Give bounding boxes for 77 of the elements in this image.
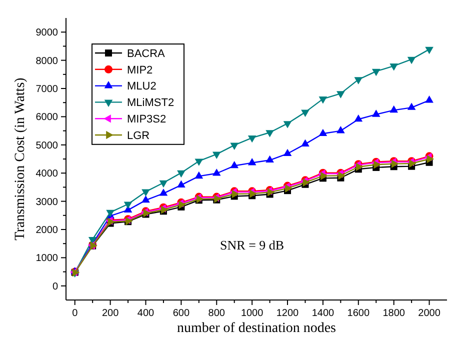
point	[159, 180, 168, 188]
x-tick-label: 400	[137, 308, 155, 319]
point	[142, 189, 150, 197]
point	[232, 190, 240, 198]
y-tick-label: 2000	[36, 225, 58, 236]
point	[301, 139, 310, 146]
point	[159, 188, 168, 196]
point	[302, 178, 310, 187]
y-axis-title: Transmission Cost (in Watts)	[13, 77, 28, 240]
point	[356, 162, 364, 172]
point	[372, 110, 380, 117]
point	[266, 130, 274, 138]
x-tick-label: 1600	[347, 308, 370, 319]
point	[426, 154, 434, 164]
point	[230, 142, 239, 150]
point	[336, 126, 345, 134]
point	[318, 96, 328, 104]
point	[177, 180, 186, 188]
point	[338, 171, 346, 180]
point	[318, 128, 328, 136]
point	[124, 202, 132, 209]
y-tick-label: 4000	[36, 168, 58, 180]
legend-label: MLU2	[127, 80, 156, 93]
point	[230, 160, 239, 168]
point	[425, 46, 434, 54]
point	[248, 158, 256, 166]
point	[409, 159, 416, 168]
legend-label: MIP2	[127, 64, 153, 76]
point	[301, 110, 310, 117]
point	[390, 64, 398, 71]
point	[354, 114, 363, 122]
point	[407, 56, 416, 64]
y-tick-label: 5000	[36, 140, 58, 152]
y-tick-label: 1000	[36, 253, 58, 264]
y-tick-label: 9000	[36, 28, 58, 39]
point	[283, 121, 292, 128]
x-tick-label: 1400	[312, 308, 335, 319]
x-tick-label: 600	[172, 308, 190, 319]
legend-label: MLiMST2	[127, 97, 174, 110]
y-tick-label: 6000	[36, 112, 58, 124]
point	[266, 155, 274, 163]
point	[194, 171, 204, 179]
point	[194, 158, 204, 166]
y-tick-label: 3000	[36, 196, 58, 208]
point	[390, 105, 398, 113]
x-tick-label: 800	[208, 308, 226, 319]
point	[391, 160, 399, 168]
x-tick-label: 2000	[418, 308, 441, 319]
legend-label: BACRA	[127, 48, 166, 60]
point	[407, 102, 416, 110]
point	[283, 148, 292, 156]
x-tick-label: 0	[72, 308, 78, 319]
point	[212, 152, 221, 160]
y-tick-label: 0	[52, 281, 58, 292]
x-tick-label: 200	[102, 308, 120, 319]
point	[250, 190, 257, 198]
point	[142, 195, 150, 203]
point	[372, 68, 380, 76]
y-tick-label: 7000	[36, 84, 58, 95]
x-tick-label: 1800	[382, 308, 406, 319]
x-axis-title: number of destination nodes	[176, 321, 336, 336]
point	[177, 170, 186, 178]
x-tick-label: 1200	[276, 308, 300, 319]
legend-label: LGR	[127, 130, 150, 142]
annotation: SNR = 9 dB	[220, 238, 284, 253]
x-tick-label: 1000	[240, 308, 264, 319]
legend-label: MIP3S2	[127, 113, 166, 126]
point	[425, 96, 434, 103]
point	[248, 135, 256, 143]
point	[336, 91, 345, 98]
y-tick-label: 8000	[36, 56, 58, 67]
point	[178, 200, 186, 209]
point	[320, 172, 328, 180]
point	[354, 77, 363, 84]
point	[374, 160, 381, 169]
point	[285, 184, 292, 192]
point	[212, 168, 221, 176]
